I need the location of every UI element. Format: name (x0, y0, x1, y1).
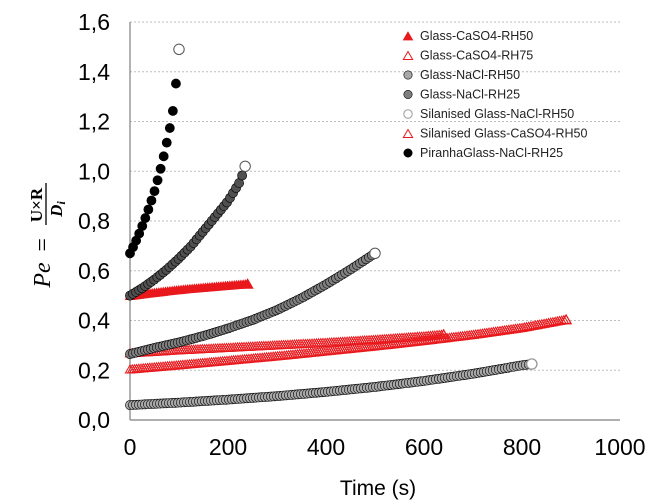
data-point (403, 148, 413, 158)
data-point (167, 106, 178, 116)
y-tick-label: 0,0 (78, 407, 110, 433)
series-group (125, 160, 251, 301)
legend-item: Silanised Glass-NaCl-RH50 (403, 107, 574, 121)
y-tick-label: 0,4 (78, 308, 110, 334)
series-group (526, 358, 538, 370)
data-point (402, 31, 414, 41)
data-point (155, 163, 166, 174)
x-tick-label: 0 (124, 434, 137, 460)
data-point (143, 204, 154, 215)
legend-item: Silanised Glass-CaSO4-RH50 (402, 127, 587, 141)
data-point (158, 151, 169, 162)
x-tick-label: 600 (405, 434, 443, 460)
y-tick-label: 0,6 (78, 258, 110, 284)
data-point (237, 170, 248, 181)
series-group (125, 247, 381, 359)
x-tick-label: 1000 (594, 434, 645, 460)
data-point (241, 278, 254, 289)
y-tick-label: 1,4 (78, 59, 110, 85)
x-axis-title: Time (s) (340, 477, 416, 500)
data-point (403, 109, 413, 119)
x-tick-label: 800 (503, 434, 541, 460)
y-tick-label: 0,2 (78, 357, 110, 383)
y-axis-title-equals: = (30, 237, 56, 253)
series-group (125, 43, 185, 259)
data-point (152, 175, 163, 186)
x-tick-label: 200 (209, 434, 247, 460)
data-series (124, 43, 573, 410)
x-tick-label: 400 (307, 434, 345, 460)
data-point (164, 123, 175, 133)
series-group (125, 358, 538, 410)
y-tick-label: 0,8 (78, 208, 110, 234)
legend-label: Glass-NaCl-RH25 (420, 88, 520, 102)
series-group (124, 313, 573, 374)
y-axis-title: Pe = U×R Di (27, 183, 68, 289)
data-point (171, 78, 181, 89)
legend-label: Glass-CaSO4-RH75 (420, 49, 533, 63)
data-point (403, 70, 413, 80)
data-point (559, 313, 573, 325)
data-point (140, 213, 151, 223)
legend-label: Silanised Glass-CaSO4-RH50 (420, 127, 587, 141)
data-point (146, 195, 157, 206)
x-tick-labels: 0 200 400 600 800 1000 (124, 434, 646, 460)
data-point (403, 90, 413, 100)
legend-label: Silanised Glass-NaCl-RH50 (420, 107, 574, 121)
legend-item: Glass-NaCl-RH25 (403, 88, 520, 102)
legend-item: Glass-CaSO4-RH50 (402, 29, 533, 43)
legend-label: PiranhaGlass-NaCl-RH25 (420, 146, 563, 160)
legend-item: Glass-CaSO4-RH75 (402, 49, 533, 63)
data-point (161, 137, 172, 148)
legend-item: Glass-NaCl-RH50 (403, 68, 520, 82)
y-axis-title-numerator: U×R (27, 187, 46, 222)
data-point (369, 247, 381, 260)
legend-item: PiranhaGlass-NaCl-RH25 (403, 146, 563, 160)
data-point (173, 43, 185, 56)
data-point (402, 128, 414, 138)
data-point (239, 160, 251, 172)
y-tick-labels: 0,0 0,2 0,4 0,6 0,8 1,0 1,2 1,4 1,6 (78, 9, 110, 433)
y-axis-title-lhs: Pe (30, 262, 56, 289)
y-tick-label: 1,0 (78, 158, 110, 184)
legend-label: Glass-NaCl-RH50 (420, 68, 520, 82)
legend: Glass-CaSO4-RH50 Glass-CaSO4-RH75 Glass-Na… (402, 29, 587, 160)
legend-label: Glass-CaSO4-RH50 (420, 29, 533, 43)
gridlines (130, 21, 620, 371)
data-point (402, 50, 414, 60)
y-axis-title-denominator: Di (47, 201, 68, 218)
y-tick-label: 1,2 (78, 109, 110, 135)
data-point (149, 186, 160, 197)
y-tick-label: 1,6 (78, 9, 110, 35)
data-point (526, 358, 538, 370)
